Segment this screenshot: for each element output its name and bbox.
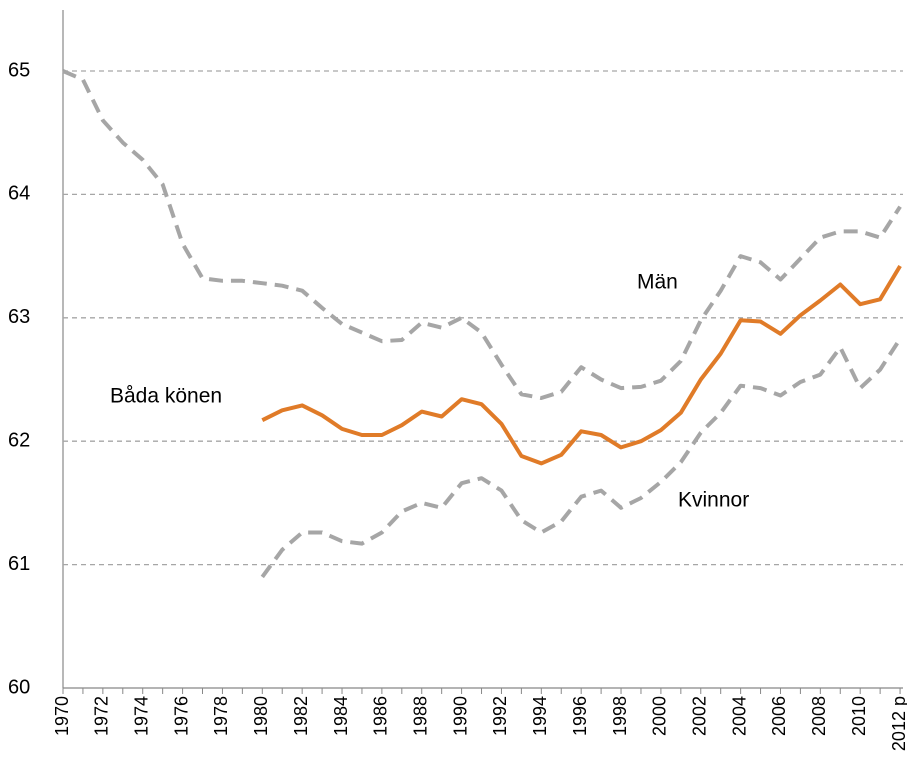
series-label: Båda könen: [110, 385, 222, 408]
x-tick-label: 1998: [610, 696, 630, 736]
series-label: Kvinnor: [678, 489, 749, 512]
y-tick-label: 64: [8, 183, 30, 205]
y-tick-label: 63: [8, 306, 30, 328]
x-tick-label: 1984: [331, 696, 351, 736]
series-line: [62, 69, 902, 400]
series-label: Män: [637, 271, 678, 294]
x-tick-label: 2002: [690, 696, 710, 736]
series-line: [261, 264, 902, 466]
x-tick-label: 1986: [371, 696, 391, 736]
x-tick-label: 1988: [410, 696, 430, 736]
x-tick-label: 2012 p: [889, 696, 907, 751]
y-tick-label: 62: [8, 429, 30, 451]
x-tick-label: 1976: [171, 696, 191, 736]
y-tick-label: 60: [8, 676, 30, 698]
x-tick-label: 1994: [530, 696, 550, 736]
x-tick-label: 1978: [211, 696, 231, 736]
x-tick-label: 2010: [849, 696, 869, 736]
x-tick-label: 1996: [570, 696, 590, 736]
x-tick-label: 2004: [729, 696, 749, 736]
x-tick-label: 2000: [650, 696, 670, 736]
x-tick-label: 1974: [131, 696, 151, 736]
x-tick-label: 1990: [450, 696, 470, 736]
x-tick-label: 1970: [52, 696, 72, 736]
x-tick-label: 1972: [92, 696, 112, 736]
y-tick-label: 65: [8, 59, 30, 81]
x-tick-label: 1992: [490, 696, 510, 736]
x-tick-label: 1980: [251, 696, 271, 736]
x-tick-label: 2006: [769, 696, 789, 736]
x-tick-label: 2008: [809, 696, 829, 736]
y-tick-label: 61: [8, 553, 30, 575]
series-line: [260, 337, 902, 579]
x-tick-label: 1982: [291, 696, 311, 736]
